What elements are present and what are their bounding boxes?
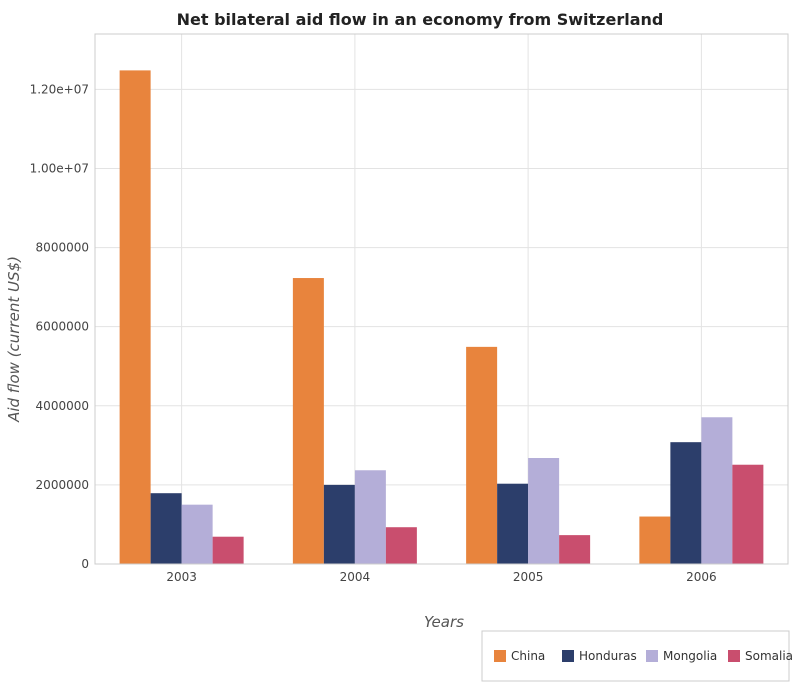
legend-swatch-somalia [728, 650, 740, 662]
y-tick-label: 8000000 [36, 241, 89, 255]
bar-china-2004 [292, 278, 324, 564]
bar-china-2005 [466, 346, 498, 564]
y-tick-label: 6000000 [36, 320, 89, 334]
y-axis-label: Aid flow (current US$) [5, 256, 23, 423]
bar-honduras-2003 [150, 493, 182, 564]
bar-mongolia-2004 [354, 470, 386, 564]
x-tick-label: 2005 [513, 570, 544, 584]
x-axis-label: Years [424, 613, 464, 631]
bar-china-2006 [639, 516, 671, 564]
y-tick-label: 0 [81, 557, 89, 571]
bar-somalia-2004 [385, 527, 417, 564]
legend-label-china: China [511, 649, 545, 663]
bar-mongolia-2005 [528, 458, 560, 564]
bar-honduras-2005 [497, 483, 529, 564]
x-tick-label: 2006 [686, 570, 717, 584]
bar-honduras-2006 [670, 442, 702, 564]
legend-label-honduras: Honduras [579, 649, 637, 663]
y-tick-label: 1.20e+07 [30, 82, 89, 96]
bar-china-2003 [119, 70, 151, 564]
legend-label-mongolia: Mongolia [663, 649, 717, 663]
chart-title: Net bilateral aid flow in an economy fro… [177, 10, 664, 29]
y-tick-label: 1.00e+07 [30, 161, 89, 175]
bar-mongolia-2003 [181, 504, 213, 564]
legend-swatch-mongolia [646, 650, 658, 662]
bar-somalia-2003 [212, 536, 244, 564]
bar-honduras-2004 [323, 484, 355, 564]
y-tick-label: 4000000 [36, 399, 89, 413]
x-tick-label: 2004 [340, 570, 371, 584]
legend-label-somalia: Somalia [745, 649, 793, 663]
bars [119, 70, 764, 564]
plot-frame [94, 33, 789, 565]
legend: China Honduras Mongolia Somalia [481, 630, 793, 682]
y-tick-label: 2000000 [36, 478, 89, 492]
x-ticks: 2003 2004 2005 2006 [166, 570, 716, 584]
bar-somalia-2006 [732, 464, 764, 564]
x-tick-label: 2003 [166, 570, 197, 584]
bar-mongolia-2006 [701, 417, 733, 564]
y-ticks: 0 2000000 4000000 6000000 8000000 1.00e+07 1.2… [30, 82, 89, 571]
bar-somalia-2005 [559, 535, 591, 564]
legend-swatch-honduras [562, 650, 574, 662]
legend-swatch-china [494, 650, 506, 662]
